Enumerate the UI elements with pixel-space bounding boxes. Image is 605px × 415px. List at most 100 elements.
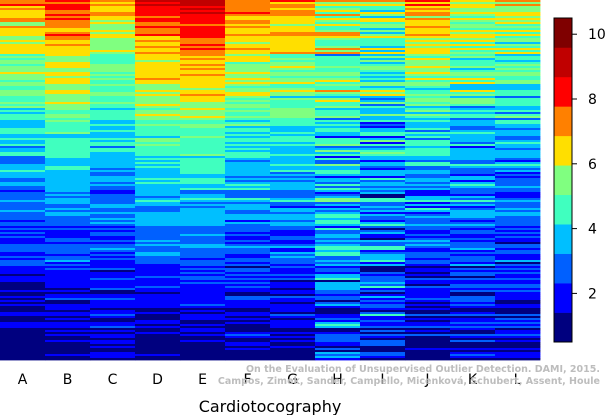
- heatmap-cell-K-78: [450, 156, 496, 159]
- heatmap-cell-H-121: [315, 242, 361, 245]
- heatmap-cell-D-155: [135, 310, 181, 313]
- heatmap-cell-A-86: [0, 172, 46, 175]
- heatmap-cell-K-71: [450, 142, 496, 145]
- heatmap-cell-E-156: [180, 312, 226, 315]
- heatmap-cell-J-57: [405, 114, 451, 117]
- heatmap-cell-B-5: [45, 10, 91, 13]
- heatmap-cell-G-93: [270, 186, 316, 189]
- heatmap-cell-E-140: [180, 280, 226, 283]
- heatmap-cell-C-155: [90, 310, 136, 313]
- heatmap-cell-L-125: [495, 250, 541, 253]
- heatmap-cell-C-175: [90, 350, 136, 353]
- heatmap-cell-L-138: [495, 276, 541, 279]
- heatmap-cell-G-32: [270, 64, 316, 67]
- heatmap-cell-E-105: [180, 210, 226, 213]
- heatmap-cell-C-56: [90, 112, 136, 115]
- heatmap-cell-B-70: [45, 140, 91, 143]
- heatmap-cell-G-43: [270, 86, 316, 89]
- heatmap-cell-K-109: [450, 218, 496, 221]
- heatmap-cell-G-122: [270, 244, 316, 247]
- heatmap-cell-G-152: [270, 304, 316, 307]
- heatmap-cell-C-57: [90, 114, 136, 117]
- heatmap-cell-C-39: [90, 78, 136, 81]
- heatmap-cell-D-57: [135, 114, 181, 117]
- heatmap-cell-I-142: [360, 284, 406, 287]
- heatmap-cell-H-168: [315, 336, 361, 339]
- heatmap-cell-A-177: [0, 354, 46, 357]
- heatmap-cell-D-96: [135, 192, 181, 195]
- heatmap-cell-E-87: [180, 174, 226, 177]
- heatmap-cell-E-120: [180, 240, 226, 243]
- heatmap-cell-C-139: [90, 278, 136, 281]
- heatmap-cell-G-23: [270, 46, 316, 49]
- heatmap-cell-L-137: [495, 274, 541, 277]
- heatmap-cell-E-163: [180, 326, 226, 329]
- heatmap-cell-A-60: [0, 120, 46, 123]
- heatmap-cell-G-81: [270, 162, 316, 165]
- heatmap-cell-I-40: [360, 80, 406, 83]
- heatmap-cell-F-143: [225, 286, 271, 289]
- heatmap-cell-H-51: [315, 102, 361, 105]
- heatmap-cell-A-147: [0, 294, 46, 297]
- heatmap-cell-D-16: [135, 32, 181, 35]
- heatmap-cell-C-159: [90, 318, 136, 321]
- heatmap-cell-H-143: [315, 286, 361, 289]
- heatmap-cell-D-25: [135, 50, 181, 53]
- heatmap-cell-L-71: [495, 142, 541, 145]
- heatmap-cell-K-176: [450, 352, 496, 355]
- heatmap-cell-J-84: [405, 168, 451, 171]
- heatmap-cell-L-111: [495, 222, 541, 225]
- heatmap-cell-F-27: [225, 54, 271, 57]
- heatmap-cell-K-83: [450, 166, 496, 169]
- colorbar-segment-0: [554, 312, 572, 343]
- heatmap-cell-K-77: [450, 154, 496, 157]
- heatmap-cell-G-142: [270, 284, 316, 287]
- heatmap-cell-B-66: [45, 132, 91, 135]
- heatmap-cell-F-65: [225, 130, 271, 133]
- x-tick-label-L: L: [514, 372, 522, 388]
- heatmap-cell-F-73: [225, 146, 271, 149]
- heatmap-cell-I-77: [360, 154, 406, 157]
- heatmap-cell-L-85: [495, 170, 541, 173]
- heatmap-cell-I-120: [360, 240, 406, 243]
- heatmap-cell-I-168: [360, 336, 406, 339]
- heatmap-cell-E-179: [180, 358, 226, 361]
- heatmap-cell-B-54: [45, 108, 91, 111]
- heatmap-cell-G-121: [270, 242, 316, 245]
- heatmap-cell-L-67: [495, 134, 541, 137]
- heatmap-cell-I-103: [360, 206, 406, 209]
- heatmap-cell-H-52: [315, 104, 361, 107]
- heatmap-cell-F-21: [225, 42, 271, 45]
- heatmap-cell-C-14: [90, 28, 136, 31]
- heatmap-cell-F-150: [225, 300, 271, 303]
- heatmap-cell-L-155: [495, 310, 541, 313]
- heatmap-cell-J-90: [405, 180, 451, 183]
- heatmap-cell-K-17: [450, 34, 496, 37]
- heatmap-cell-F-85: [225, 170, 271, 173]
- heatmap-cell-C-142: [90, 284, 136, 287]
- heatmap-cell-K-7: [450, 14, 496, 17]
- heatmap-cell-L-78: [495, 156, 541, 159]
- heatmap-cell-J-93: [405, 186, 451, 189]
- heatmap-cell-F-136: [225, 272, 271, 275]
- heatmap-cell-G-128: [270, 256, 316, 259]
- heatmap-cell-D-56: [135, 112, 181, 115]
- heatmap-cell-K-33: [450, 66, 496, 69]
- heatmap-cell-G-27: [270, 54, 316, 57]
- heatmap-cell-C-70: [90, 140, 136, 143]
- heatmap-cell-B-91: [45, 182, 91, 185]
- heatmap-cell-C-134: [90, 268, 136, 271]
- heatmap-cell-L-104: [495, 208, 541, 211]
- heatmap-cell-F-86: [225, 172, 271, 175]
- heatmap-cell-D-5: [135, 10, 181, 13]
- colorbar: [553, 17, 573, 343]
- heatmap-cell-B-31: [45, 62, 91, 65]
- heatmap-cell-C-6: [90, 12, 136, 15]
- heatmap-cell-L-55: [495, 110, 541, 113]
- heatmap-cell-D-18: [135, 36, 181, 39]
- heatmap-cell-K-21: [450, 42, 496, 45]
- heatmap-cell-J-100: [405, 200, 451, 203]
- heatmap-cell-H-172: [315, 344, 361, 347]
- heatmap-cell-C-28: [90, 56, 136, 59]
- heatmap-cell-E-43: [180, 86, 226, 89]
